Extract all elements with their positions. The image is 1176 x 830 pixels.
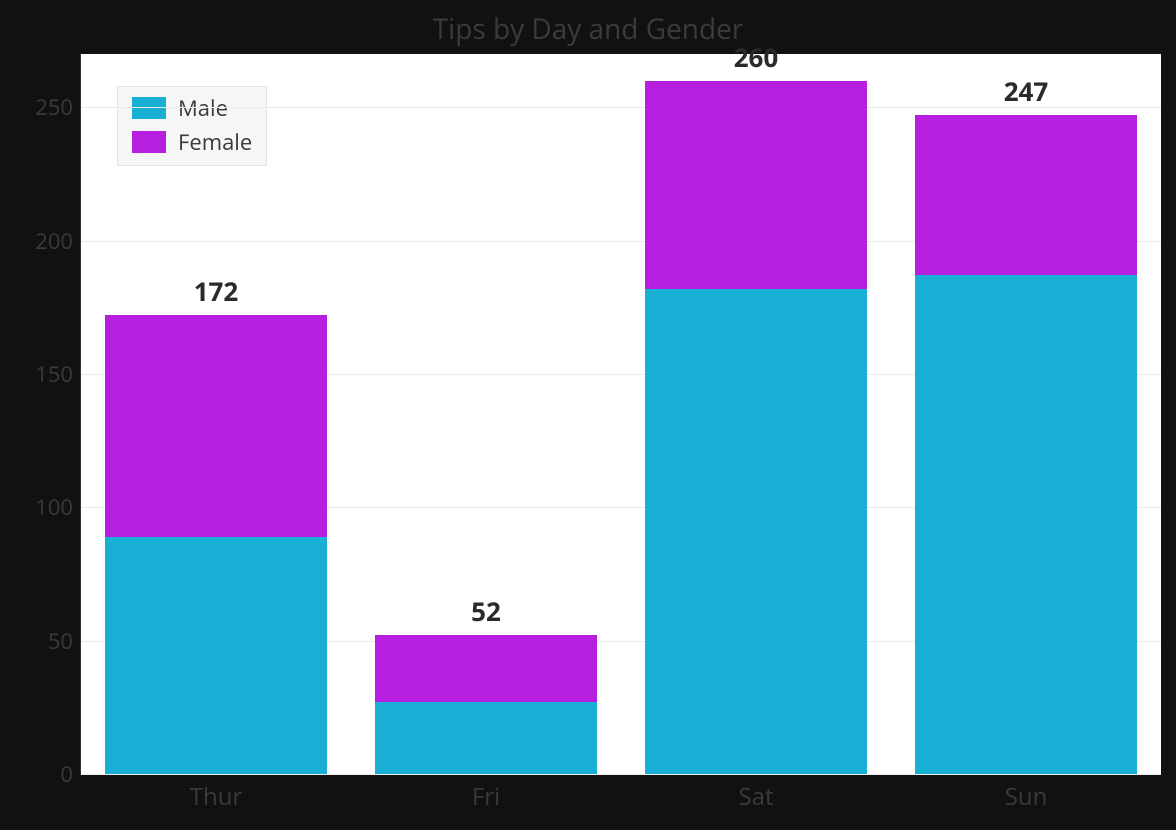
- bar-thur: [105, 315, 326, 774]
- bar-segment-female: [645, 81, 866, 289]
- bar-segment-male: [645, 289, 866, 774]
- y-tick-label: 200: [35, 226, 73, 256]
- chart-container: Tips by Day and Gender MaleFemale 050100…: [0, 0, 1176, 830]
- x-tick-label: Sat: [738, 780, 773, 813]
- bar-total-label: 172: [194, 273, 239, 309]
- x-tick-label: Sun: [1005, 780, 1048, 813]
- bar-segment-male: [915, 275, 1136, 774]
- plot-area: MaleFemale 050100150200250Thur172Fri52Sa…: [80, 54, 1161, 775]
- x-tick-label: Thur: [190, 780, 242, 813]
- x-tick-label: Fri: [472, 780, 500, 813]
- bar-segment-female: [375, 635, 596, 702]
- legend: MaleFemale: [117, 86, 267, 166]
- bar-sun: [915, 115, 1136, 774]
- y-tick-label: 50: [48, 626, 73, 656]
- y-tick-label: 250: [35, 92, 73, 122]
- bar-segment-male: [105, 537, 326, 774]
- y-tick-label: 150: [35, 359, 73, 389]
- bar-segment-male: [375, 702, 596, 774]
- legend-label: Female: [178, 127, 252, 157]
- bar-total-label: 260: [734, 39, 779, 75]
- bar-sat: [645, 81, 866, 774]
- bar-segment-female: [915, 115, 1136, 275]
- legend-swatch: [132, 131, 166, 153]
- bar-segment-female: [105, 315, 326, 536]
- y-tick-label: 100: [35, 492, 73, 522]
- gridline: [81, 107, 1161, 108]
- bar-fri: [375, 635, 596, 774]
- gridline: [81, 774, 1161, 775]
- bar-total-label: 52: [471, 593, 501, 629]
- chart-title: Tips by Day and Gender: [0, 10, 1176, 48]
- bar-total-label: 247: [1004, 73, 1049, 109]
- y-tick-label: 0: [60, 759, 73, 789]
- legend-item-female[interactable]: Female: [128, 125, 256, 159]
